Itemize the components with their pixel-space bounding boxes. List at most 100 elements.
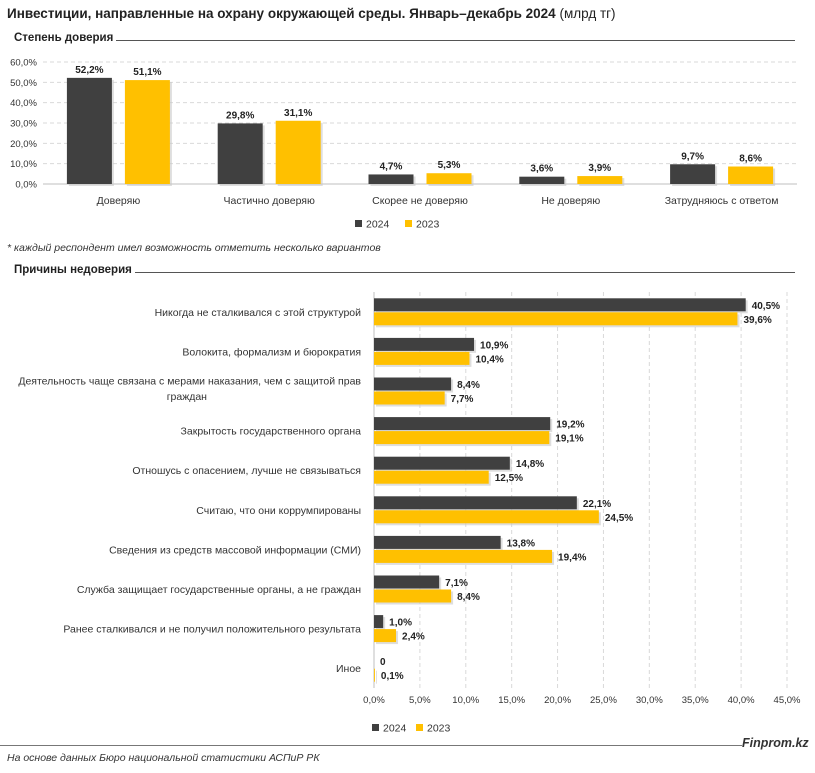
data-label: 19,2%: [556, 420, 584, 431]
section-divider: [14, 40, 795, 41]
data-label: 52,2%: [75, 65, 103, 76]
y-tick-label: 20,0%: [10, 139, 37, 150]
legend-label: 2024: [383, 723, 407, 735]
data-label: 22,1%: [583, 499, 611, 510]
data-label: 5,3%: [438, 160, 461, 171]
data-label: 8,6%: [739, 154, 762, 165]
x-tick-label: 15,0%: [498, 695, 525, 706]
legend-swatch: [416, 724, 423, 731]
data-label: 0,1%: [381, 671, 404, 682]
x-tick-label: 30,0%: [636, 695, 663, 706]
distrust-bar-chart: 0,0% 5,0% 10,0% 15,0% 20,0% 25,0% 30,0% 35,0% 40…: [18, 292, 801, 735]
bar: [374, 589, 452, 603]
bar: [519, 176, 565, 184]
data-label: 10,9%: [480, 340, 508, 351]
x-tick-label: Скорее не доверяю: [372, 195, 468, 207]
bar: [275, 120, 321, 184]
data-label: 51,1%: [133, 67, 161, 78]
y-tick-label: Отношусь с опасением, лучше не связывать…: [132, 465, 361, 477]
legend-swatch: [372, 724, 379, 731]
data-label: 9,7%: [681, 151, 704, 162]
data-label: 19,4%: [558, 552, 586, 563]
y-tick-label: Сведения из средств массовой информации …: [109, 544, 361, 556]
x-tick-label: 35,0%: [682, 695, 709, 706]
data-label: 1,0%: [389, 618, 412, 629]
x-tick-label: Частично доверяю: [224, 195, 315, 207]
data-label: 8,4%: [457, 380, 480, 391]
bar: [374, 298, 746, 312]
bar: [426, 173, 472, 184]
x-tick-label: 10,0%: [452, 695, 479, 706]
bar: [374, 549, 553, 563]
section-trust-header: Степень доверия: [0, 32, 795, 48]
x-tick-label: 20,0%: [544, 695, 571, 706]
data-label: 39,6%: [743, 315, 771, 326]
legend-swatch: [405, 220, 412, 227]
bar: [374, 391, 445, 405]
data-label: 3,6%: [530, 164, 553, 175]
bar: [374, 629, 397, 643]
data-label: 12,5%: [495, 473, 523, 484]
x-tick-label: 0,0%: [363, 695, 385, 706]
bar: [374, 575, 440, 589]
y-tick-label: Волокита, формализм и бюрократия: [182, 346, 361, 358]
footnote: * каждый респондент имел возможность отм…: [7, 242, 381, 254]
section-trust-title: Степень доверия: [14, 32, 117, 44]
bar: [124, 80, 170, 184]
data-label: 4,7%: [380, 161, 403, 172]
data-label: 40,5%: [752, 301, 780, 312]
section-distrust-header: Причины недоверия: [0, 264, 795, 280]
bar: [217, 123, 263, 184]
data-label: 10,4%: [475, 354, 503, 365]
title-unit: (млрд тг): [559, 6, 616, 21]
y-tick-label: Считаю, что они коррумпированы: [196, 505, 361, 517]
y-tick-label: 0,0%: [15, 180, 37, 191]
section-distrust-title: Причины недоверия: [14, 264, 135, 276]
legend-swatch: [355, 220, 362, 227]
bar: [374, 496, 577, 510]
x-tick-label: Затрудняюсь с ответом: [665, 195, 779, 207]
x-tick-label: Не доверяю: [541, 195, 600, 207]
bar: [670, 164, 716, 184]
bar-shadow: [376, 670, 377, 684]
data-label: 29,8%: [226, 110, 254, 121]
source-note: На основе данных Бюро национальной стати…: [7, 752, 320, 764]
data-label: 31,1%: [284, 108, 312, 119]
bar: [374, 431, 550, 445]
y-tick-label: Никогда не сталкивался с этой структурой: [155, 307, 362, 319]
footer-divider: [0, 745, 742, 746]
y-tick-label: граждан: [167, 391, 207, 403]
x-tick-label: 45,0%: [774, 695, 801, 706]
bar: [374, 351, 470, 365]
y-tick-label: 50,0%: [10, 78, 37, 89]
data-label: 2,4%: [402, 632, 425, 643]
data-label: 14,8%: [516, 459, 544, 470]
data-label: 0: [380, 657, 386, 668]
bar: [374, 377, 452, 391]
bar: [577, 176, 623, 184]
y-tick-label: 60,0%: [10, 58, 37, 69]
y-tick-label: 10,0%: [10, 159, 37, 170]
data-label: 19,1%: [555, 434, 583, 445]
bar: [66, 77, 112, 184]
bar: [374, 337, 475, 351]
trust-bar-chart: 0,0% 10,0% 20,0% 30,0% 40,0% 50,0% 60,0% 52,2% 5…: [10, 58, 797, 231]
data-label: 3,9%: [588, 163, 611, 174]
data-label: 13,8%: [507, 538, 535, 549]
bar: [374, 510, 599, 524]
bar: [374, 417, 551, 431]
title-text: Инвестиции, направленные на охрану окруж…: [7, 6, 556, 21]
y-tick-label: Служба защищает государственные органы, …: [77, 584, 361, 596]
x-tick-label: 40,0%: [728, 695, 755, 706]
data-label: 7,1%: [445, 578, 468, 589]
legend-label: 2023: [427, 723, 451, 735]
y-tick-label: Деятельность чаще связана с мерами наказ…: [18, 375, 361, 387]
y-tick-label: 40,0%: [10, 98, 37, 109]
section-divider: [14, 272, 795, 273]
x-tick-label: 5,0%: [409, 695, 431, 706]
data-label: 8,4%: [457, 592, 480, 603]
x-tick-label: Доверяю: [97, 195, 141, 207]
bar: [374, 470, 489, 484]
brand-logo: Finprom.kz: [742, 736, 809, 750]
bar: [374, 456, 510, 470]
